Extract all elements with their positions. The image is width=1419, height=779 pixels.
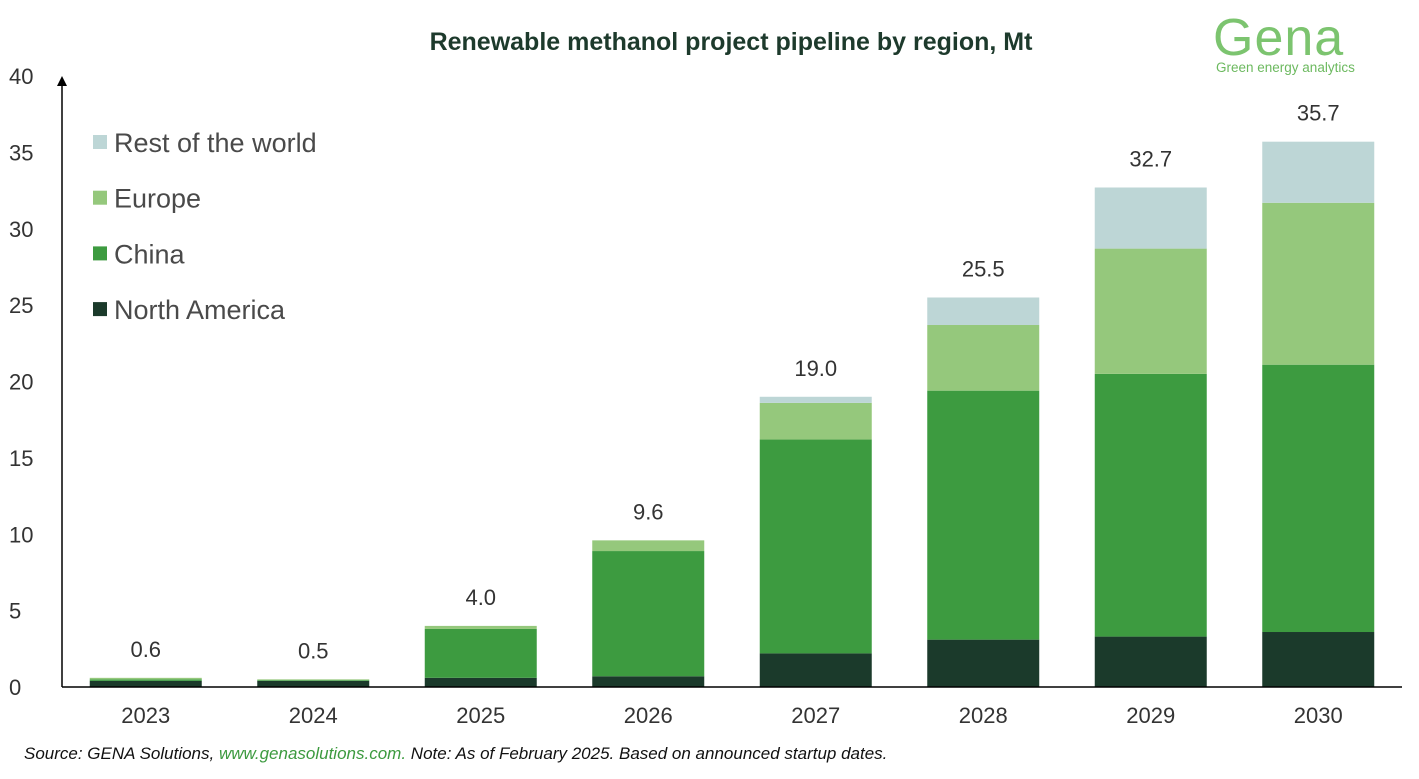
bar-europe-2027 bbox=[759, 402, 872, 440]
total-label-2028: 25.5 bbox=[962, 256, 1005, 281]
legend-swatch-north-america bbox=[93, 302, 107, 317]
y-tick-label-5: 5 bbox=[9, 599, 21, 624]
y-tick-label-0: 0 bbox=[9, 675, 21, 700]
bar-north-america-2029 bbox=[1094, 636, 1207, 687]
bar-china-2026 bbox=[592, 551, 705, 677]
legend-label-north-america: North America bbox=[114, 295, 286, 325]
logo-tagline: Green energy analytics bbox=[1216, 60, 1355, 75]
x-tick-label-2025: 2025 bbox=[456, 703, 505, 728]
source-prefix: Source: GENA Solutions, bbox=[24, 744, 219, 763]
x-tick-label-2028: 2028 bbox=[959, 703, 1008, 728]
legend: Rest of the world Europe China North Americ… bbox=[93, 128, 317, 325]
legend-swatch-china bbox=[93, 246, 107, 261]
ticks-layer: 2023 2024 2025 2026 2027 2028 2029 203005101520… bbox=[9, 64, 1343, 728]
source-note: Source: GENA Solutions, www.genasolution… bbox=[24, 744, 887, 764]
bar-europe-2023 bbox=[89, 677, 202, 680]
bar-china-2023 bbox=[89, 679, 202, 681]
logo-wordmark: Gena bbox=[1213, 9, 1345, 67]
total-label-2024: 0.5 bbox=[298, 638, 329, 663]
bar-north-america-2025 bbox=[424, 677, 537, 687]
bar-europe-2030 bbox=[1262, 202, 1375, 365]
total-label-2023: 0.6 bbox=[130, 637, 161, 662]
total-label-2027: 19.0 bbox=[794, 356, 837, 381]
bar-rest-of-the-world-2027 bbox=[759, 396, 872, 403]
y-tick-label-40: 40 bbox=[9, 64, 33, 89]
gena-logo: Gena Green energy analytics bbox=[1213, 8, 1383, 78]
bar-china-2027 bbox=[759, 439, 872, 654]
legend-swatch-europe bbox=[93, 190, 107, 205]
bar-north-america-2030 bbox=[1262, 632, 1375, 687]
bar-europe-2029 bbox=[1094, 248, 1207, 374]
legend-label-europe: Europe bbox=[114, 184, 201, 214]
total-label-2026: 9.6 bbox=[633, 499, 664, 524]
bar-europe-2025 bbox=[424, 625, 537, 629]
y-tick-label-15: 15 bbox=[9, 446, 33, 471]
y-tick-label-30: 30 bbox=[9, 217, 33, 242]
y-tick-label-25: 25 bbox=[9, 293, 33, 318]
source-link[interactable]: www.genasolutions.com. bbox=[218, 744, 407, 763]
bar-china-2025 bbox=[424, 628, 537, 678]
x-tick-label-2024: 2024 bbox=[289, 703, 338, 728]
x-tick-label-2023: 2023 bbox=[121, 703, 170, 728]
x-tick-label-2030: 2030 bbox=[1294, 703, 1343, 728]
bar-north-america-2028 bbox=[927, 639, 1040, 687]
x-tick-label-2027: 2027 bbox=[791, 703, 840, 728]
total-label-2030: 35.7 bbox=[1297, 101, 1340, 126]
y-axis-arrow bbox=[57, 76, 67, 86]
total-label-2025: 4.0 bbox=[465, 585, 496, 610]
bar-europe-2026 bbox=[592, 540, 705, 552]
total-label-2029: 32.7 bbox=[1129, 147, 1172, 172]
bar-rest-of-the-world-2030 bbox=[1262, 141, 1375, 203]
legend-label-rest-of-the-world: Rest of the world bbox=[114, 128, 317, 158]
y-tick-label-35: 35 bbox=[9, 140, 33, 165]
chart-title: Renewable methanol project pipeline by r… bbox=[429, 28, 1033, 56]
bars-layer bbox=[89, 141, 1375, 687]
legend-swatch-rest-of-the-world bbox=[93, 135, 107, 149]
bar-china-2028 bbox=[927, 390, 1040, 640]
bar-china-2024 bbox=[257, 680, 370, 681]
y-tick-label-10: 10 bbox=[9, 522, 33, 547]
x-tick-label-2026: 2026 bbox=[624, 703, 673, 728]
y-tick-label-20: 20 bbox=[9, 370, 33, 395]
source-note-text: Note: As of February 2025. Based on anno… bbox=[406, 744, 888, 763]
bar-china-2030 bbox=[1262, 364, 1375, 633]
bar-rest-of-the-world-2029 bbox=[1094, 187, 1207, 249]
totals-layer: 0.6 0.5 4.0 9.6 19.0 25.5 32.7 35.7 bbox=[130, 101, 1339, 664]
bar-north-america-2024 bbox=[257, 680, 370, 687]
axes-layer bbox=[57, 76, 1402, 688]
bar-north-america-2027 bbox=[759, 653, 872, 687]
bar-europe-2024 bbox=[257, 679, 370, 681]
bar-north-america-2026 bbox=[592, 676, 705, 687]
bar-north-america-2023 bbox=[89, 680, 202, 687]
legend-label-china: China bbox=[114, 239, 186, 269]
x-tick-label-2029: 2029 bbox=[1126, 703, 1175, 728]
bar-rest-of-the-world-2028 bbox=[927, 297, 1040, 325]
bar-china-2029 bbox=[1094, 373, 1207, 637]
bar-europe-2028 bbox=[927, 324, 1040, 391]
